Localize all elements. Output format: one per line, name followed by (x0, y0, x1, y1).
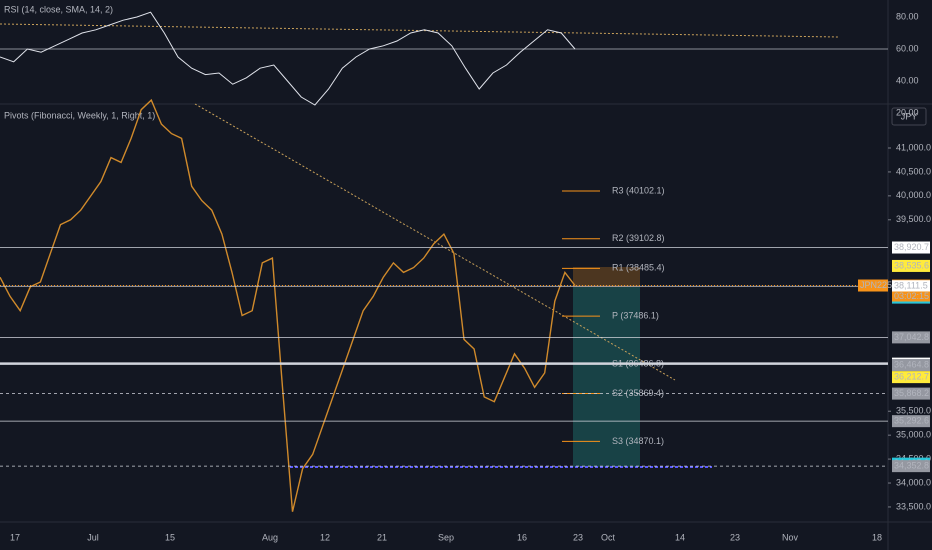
dynamic-layer: 80.00 60.00 40.00 20.00 41,000.0 40,500.0 40,0… (0, 11, 931, 542)
price-tag (892, 331, 930, 344)
price-tag (892, 280, 930, 293)
risk-box (573, 267, 640, 287)
price-tag-label: 38,535.6 (894, 260, 929, 270)
x-tick-label: 23 (573, 532, 583, 542)
price-tick-label: 35,500.0 (896, 406, 931, 416)
x-tick-label: 17 (10, 532, 20, 542)
price-tag (892, 460, 930, 473)
price-tag-label: 37,042.8 (894, 332, 929, 342)
rsi-line (0, 11, 576, 106)
x-tick-label: 18 (872, 532, 882, 542)
x-tick-label: 21 (377, 532, 387, 542)
price-tag-label: 36,464.8 (894, 359, 929, 369)
price-title: Pivots (Fibonacci, Weekly, 1, Right, 1) (4, 110, 155, 120)
x-tick-label: Sep (438, 532, 454, 542)
price-tick-label: 40,500.0 (896, 166, 931, 176)
symbol: JPN225 (860, 280, 892, 290)
x-tick-label: 16 (517, 532, 527, 542)
pivot-label: R1 (38485.4) (612, 263, 665, 273)
countdown: 03:02:15 (894, 291, 929, 301)
rsi-tick-label: 60.00 (896, 43, 919, 53)
price-tag-label: 34,352.8 (894, 461, 929, 471)
price-tag-label: 38,920.7 (894, 242, 929, 252)
x-tick-label: Oct (601, 532, 616, 542)
price-tag-label: 36,212.7 (894, 371, 929, 381)
currency-button[interactable] (891, 107, 927, 126)
x-tick-label: 23 (730, 532, 740, 542)
price-tag-label: 38,111.5 (894, 281, 928, 291)
price-tag (892, 259, 930, 272)
x-tick-label: Aug (262, 532, 278, 542)
x-tick-label: 14 (675, 532, 685, 542)
rsi-tick-label: 20.00 (896, 107, 919, 117)
pivot-label: S2 (35869.4) (612, 388, 664, 398)
price-tick-label: 35,000.0 (896, 430, 931, 440)
rsi-title: RSI (14, close, SMA, 14, 2) (4, 4, 113, 14)
price-tick-label: 34,000.0 (896, 477, 931, 487)
pivot-label: R2 (39102.8) (612, 233, 665, 243)
price-tag (892, 415, 930, 428)
price-tag (892, 241, 930, 254)
x-tick-label: 15 (165, 532, 175, 542)
x-tick-label: Jul (87, 532, 99, 542)
price-tick-label: 41,000.0 (896, 142, 931, 152)
target-box (573, 287, 640, 467)
price-line (0, 98, 576, 512)
rsi-tick-label: 40.00 (896, 75, 919, 85)
pivot-label: S3 (34870.1) (612, 436, 664, 446)
price-tag (892, 371, 930, 384)
currency[interactable]: JPY (901, 111, 918, 121)
price-tag-label: 35,868.2 (894, 388, 929, 398)
pivot-label: P (37486.1) (612, 311, 659, 321)
price-tag (892, 359, 930, 372)
pivot-label: R3 (40102.1) (612, 185, 665, 195)
symbol-tag (858, 279, 888, 292)
price-tick-label: 39,500.0 (896, 214, 931, 224)
x-tick-label: 12 (320, 532, 330, 542)
countdown-tag (892, 291, 930, 302)
price-tick-label: 33,500.0 (896, 501, 931, 511)
x-tick-label: Nov (782, 532, 799, 542)
rsi-tick-label: 80.00 (896, 11, 919, 21)
price-tag-label: 35,292.6 (894, 416, 929, 426)
price-tag (892, 387, 930, 400)
price-tick-label: 40,000.0 (896, 190, 931, 200)
